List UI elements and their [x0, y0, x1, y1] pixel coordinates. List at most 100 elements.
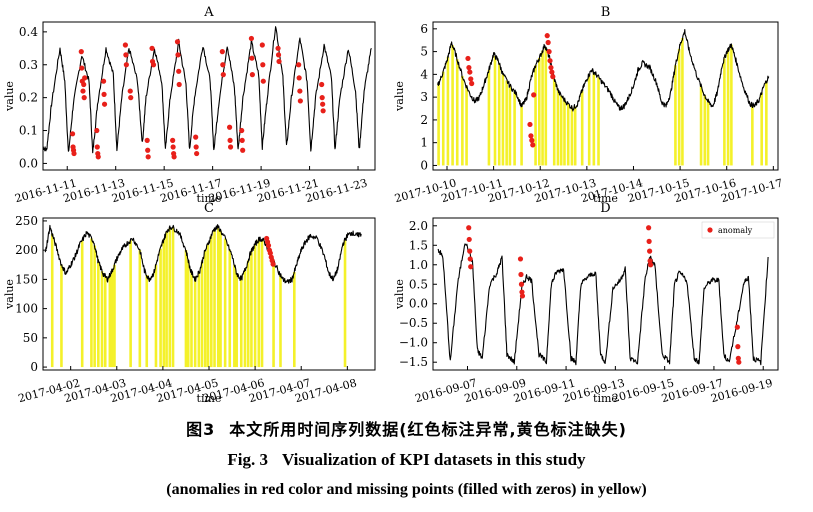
anomaly-point	[220, 72, 226, 78]
anomaly-point	[101, 101, 108, 107]
y-tick-label: 0.3	[19, 58, 38, 72]
chart-title: A	[203, 5, 214, 20]
anomaly-point	[122, 42, 128, 48]
y-tick-label: 4	[420, 67, 428, 81]
y-tick-label: 2.0	[409, 219, 428, 233]
missing-bar	[253, 244, 257, 368]
chart-b: 01234562017-10-102017-10-112017-10-12201…	[393, 5, 784, 205]
anomaly-point	[545, 39, 551, 46]
missing-bar	[730, 44, 733, 166]
y-tick-label: 2	[420, 113, 428, 127]
anomaly-point	[519, 289, 525, 295]
anomaly-point	[519, 293, 526, 299]
missing-bar	[563, 99, 566, 166]
y-tick-label: 0.2	[19, 91, 38, 105]
anomaly-point	[646, 225, 652, 231]
series-line	[437, 28, 770, 112]
missing-bar	[138, 250, 142, 368]
missing-bar	[513, 91, 516, 166]
anomaly-point	[227, 137, 233, 143]
anomaly-point	[94, 127, 100, 134]
anomaly-point	[176, 68, 182, 74]
missing-bar	[441, 71, 445, 166]
missing-bar	[703, 95, 707, 166]
missing-bar	[113, 264, 116, 368]
anomaly-point	[193, 134, 199, 140]
x-axis-label: time	[593, 192, 618, 205]
missing-bar	[162, 239, 166, 368]
y-axis-label: value	[3, 81, 16, 112]
missing-bar	[501, 74, 505, 166]
anomaly-point	[81, 95, 87, 101]
anomaly-point	[170, 144, 176, 150]
anomaly-point	[467, 248, 473, 254]
missing-bar	[204, 250, 207, 368]
missing-bar	[239, 279, 243, 368]
missing-bar	[80, 240, 84, 368]
y-tick-label: 0.5	[409, 277, 428, 291]
anomaly-point	[518, 281, 525, 287]
anomaly-point	[248, 35, 255, 42]
missing-bar	[110, 270, 114, 368]
anomaly-point	[259, 42, 265, 48]
anomaly-point	[647, 262, 654, 268]
anomaly-point	[174, 39, 181, 45]
anomaly-point	[518, 271, 524, 278]
anomaly-point	[466, 225, 472, 231]
missing-bar	[223, 238, 227, 368]
anomaly-point	[735, 355, 741, 361]
y-tick-label: 0.1	[19, 124, 38, 138]
anomaly-point	[123, 62, 129, 68]
anomaly-point	[468, 264, 474, 270]
x-axis-label: time	[197, 392, 222, 405]
missing-bar	[171, 227, 175, 368]
y-tick-label: −1.0	[399, 336, 428, 350]
y-tick-label: 0	[420, 158, 428, 172]
anomaly-point	[239, 127, 245, 134]
anomaly-point	[78, 49, 84, 55]
missing-bar	[260, 239, 264, 368]
anomaly-point	[145, 147, 151, 153]
anomaly-point	[550, 74, 556, 80]
anomaly-point	[194, 150, 200, 157]
y-tick-label: 200	[15, 243, 38, 257]
missing-bar	[93, 245, 96, 368]
missing-bar	[556, 89, 560, 166]
missing-bar	[210, 235, 213, 368]
anomaly-point	[547, 58, 553, 64]
x-axis-label: time	[197, 192, 222, 205]
anomaly-point	[193, 144, 199, 150]
missing-bar	[541, 50, 544, 166]
anomaly-point	[736, 359, 742, 365]
missing-bar	[520, 106, 523, 166]
anomaly-point	[127, 88, 133, 94]
missing-bar	[213, 229, 216, 368]
anomaly-point	[260, 78, 266, 84]
anomaly-point	[320, 101, 326, 107]
missing-bar	[597, 77, 600, 166]
anomaly-point	[82, 75, 88, 81]
anomaly-point	[466, 64, 472, 71]
axes-frame	[432, 21, 779, 171]
missing-bar	[60, 264, 63, 368]
y-axis-label: value	[393, 81, 406, 112]
y-tick-label: −1.5	[399, 355, 428, 369]
missing-bar	[570, 107, 574, 166]
anomaly-point	[81, 81, 87, 88]
axes-frame	[42, 21, 376, 171]
caption-english-subtitle: (anomalies in red color and missing poin…	[166, 481, 647, 498]
y-tick-label: 0.0	[19, 156, 38, 170]
missing-bar	[219, 230, 222, 368]
legend-marker	[707, 227, 713, 233]
anomaly-point	[297, 98, 303, 104]
missing-bar	[200, 261, 204, 368]
anomaly-point	[249, 55, 255, 61]
anomaly-point	[176, 81, 182, 88]
anomaly-point	[101, 91, 107, 97]
chart-title: B	[601, 5, 611, 20]
missing-bar	[677, 48, 681, 166]
anomaly-point	[735, 344, 741, 350]
missing-bar	[184, 250, 188, 368]
y-tick-label: 1.0	[409, 258, 428, 272]
missing-bar	[186, 260, 190, 368]
